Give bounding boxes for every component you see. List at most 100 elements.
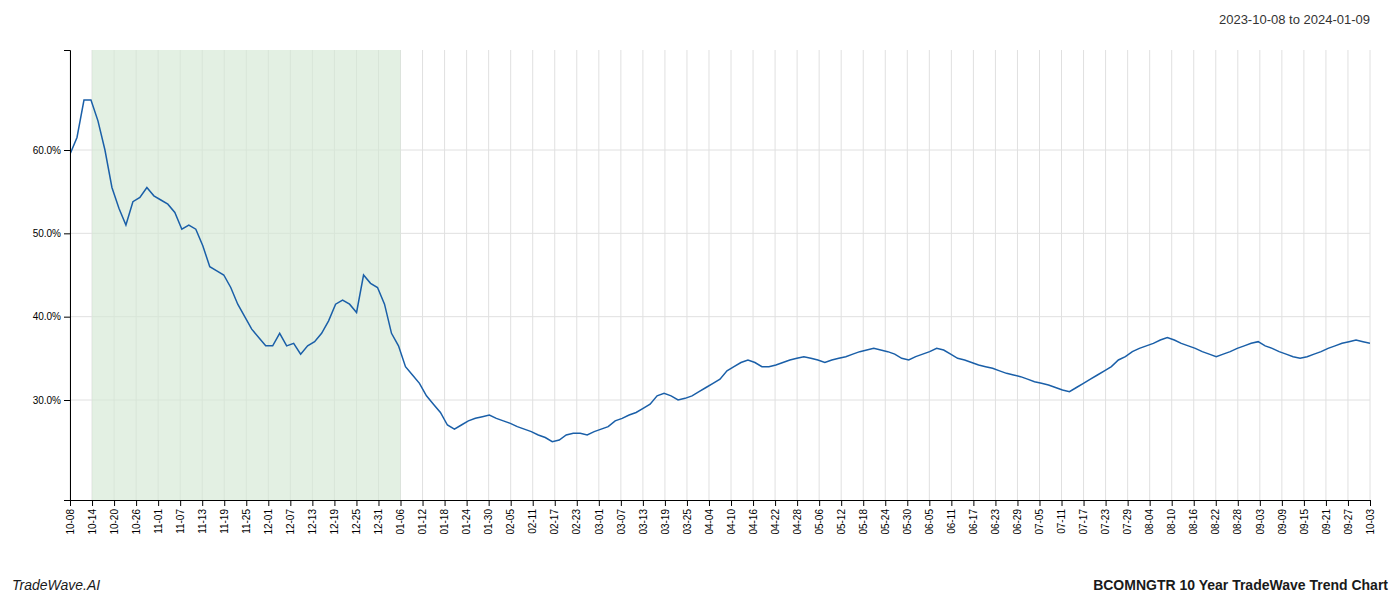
x-tick-mark (775, 500, 776, 506)
x-tick-mark (401, 500, 402, 506)
x-tick: 11-01 (153, 500, 164, 534)
y-tick-mark (64, 400, 70, 401)
x-tick-label: 12-25 (351, 509, 362, 535)
x-tick-label: 12-13 (307, 509, 318, 535)
x-tick-mark (1106, 500, 1107, 506)
x-tick: 12-07 (285, 500, 296, 535)
x-tick-label: 03-13 (638, 509, 649, 535)
x-tick: 07-17 (1078, 500, 1089, 535)
grid-line-x (642, 50, 643, 500)
x-tick: 09-09 (1277, 500, 1288, 535)
x-tick-label: 11-25 (241, 509, 252, 534)
x-tick-mark (246, 500, 247, 506)
grid-line-x (510, 50, 511, 500)
grid-line-x (753, 50, 754, 500)
x-tick-mark (378, 500, 379, 506)
grid-line-x (708, 50, 709, 500)
x-tick-mark (136, 500, 137, 506)
x-tick: 08-16 (1188, 500, 1199, 535)
grid-line-x (1193, 50, 1194, 500)
x-tick-label: 04-22 (770, 509, 781, 535)
x-tick-mark (1128, 500, 1129, 506)
grid-line-x (1347, 50, 1348, 500)
y-tick-mark (64, 233, 70, 234)
x-tick-mark (158, 500, 159, 506)
x-tick-label: 05-24 (880, 509, 891, 535)
x-tick-mark (202, 500, 203, 506)
x-tick: 12-01 (263, 500, 274, 535)
x-tick-label: 10-26 (131, 509, 142, 535)
x-tick-label: 10-08 (65, 509, 76, 535)
grid-line-x (1370, 50, 1371, 500)
x-tick-mark (533, 500, 534, 506)
x-tick-mark (114, 500, 115, 506)
y-tick-label: 50.0% (33, 228, 61, 239)
grid-line-x (1259, 50, 1260, 500)
x-tick: 04-10 (726, 500, 737, 535)
x-tick-mark (1017, 500, 1018, 506)
grid-line-x (885, 50, 886, 500)
x-tick: 05-30 (902, 500, 913, 535)
x-tick: 08-28 (1232, 500, 1243, 535)
x-tick-label: 08-22 (1210, 509, 1221, 535)
x-tick-mark (599, 500, 600, 506)
grid-line-x (488, 50, 489, 500)
x-tick: 02-17 (549, 500, 560, 535)
x-tick-mark (841, 500, 842, 506)
x-tick: 12-31 (373, 500, 384, 535)
x-tick-mark (1304, 500, 1305, 506)
grid-line-x (775, 50, 776, 500)
x-tick: 01-30 (483, 500, 494, 535)
grid-line-x (1215, 50, 1216, 500)
x-tick-mark (577, 500, 578, 506)
x-tick-mark (555, 500, 556, 506)
x-tick-label: 05-30 (902, 509, 913, 535)
grid-line-x (1105, 50, 1106, 500)
x-tick-mark (312, 500, 313, 506)
x-tick-mark (1260, 500, 1261, 506)
x-tick: 11-07 (175, 500, 186, 534)
grid-line-x (444, 50, 445, 500)
x-tick-mark (885, 500, 886, 506)
x-tick-label: 02-05 (505, 509, 516, 535)
grid-line-x (1281, 50, 1282, 500)
grid-line-x (973, 50, 974, 500)
x-tick: 06-05 (924, 500, 935, 535)
grid-line-x (929, 50, 930, 500)
x-tick-mark (224, 500, 225, 506)
y-axis-line (64, 51, 71, 501)
y-tick: 50.0% (33, 228, 70, 239)
x-tick-label: 08-28 (1232, 509, 1243, 535)
x-tick-label: 07-11 (1056, 509, 1067, 534)
x-tick-label: 04-16 (748, 509, 759, 535)
x-tick: 02-05 (505, 500, 516, 535)
x-tick: 12-13 (307, 500, 318, 535)
x-tick: 03-13 (638, 500, 649, 535)
x-tick-label: 06-17 (968, 509, 979, 535)
grid-line-x (554, 50, 555, 500)
x-tick-label: 04-04 (704, 509, 715, 535)
y-tick-label: 40.0% (33, 311, 61, 322)
x-tick: 10-08 (65, 500, 76, 535)
x-tick: 07-29 (1122, 500, 1133, 535)
y-tick: 30.0% (33, 395, 70, 406)
x-tick-label: 12-19 (329, 509, 340, 535)
x-tick-label: 09-15 (1299, 509, 1310, 535)
x-tick-label: 10-20 (109, 509, 120, 535)
x-tick-mark (1282, 500, 1283, 506)
x-tick: 08-10 (1166, 500, 1177, 535)
x-tick-mark (863, 500, 864, 506)
x-tick: 03-01 (594, 500, 605, 535)
x-tick: 05-12 (836, 500, 847, 535)
x-tick-label: 03-19 (660, 509, 671, 535)
x-tick-label: 07-05 (1034, 509, 1045, 535)
x-tick-label: 05-12 (836, 509, 847, 535)
x-tick: 09-03 (1255, 500, 1266, 535)
x-tick-mark (797, 500, 798, 506)
x-tick-mark (92, 500, 93, 506)
x-tick-label: 11-07 (175, 509, 186, 534)
shaded-region (92, 50, 400, 500)
x-tick-mark (731, 500, 732, 506)
x-tick: 01-18 (439, 500, 450, 535)
x-tick-mark (819, 500, 820, 506)
